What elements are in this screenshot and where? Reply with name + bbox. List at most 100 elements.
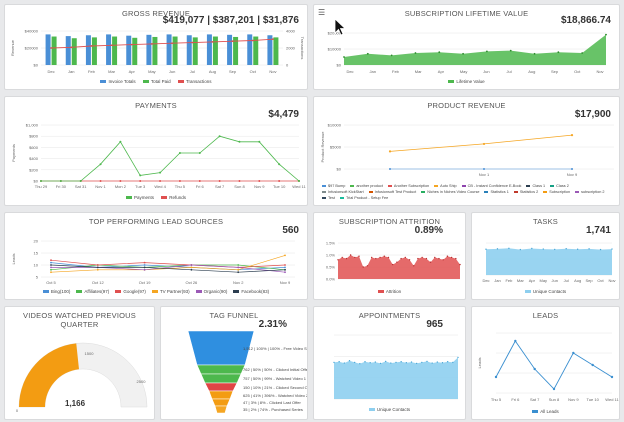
legend-item[interactable]: Facebook(83) [233,289,269,294]
tasks-panel: TASKS 1,741 Dec Jan Feb Mar Apr May Jun Jul Aug S… [471,212,620,300]
lead-source-point [237,268,240,271]
legend-label: Class 2 [556,184,569,188]
attrition-point [354,256,356,259]
appointments-point [390,362,392,364]
legend-label: Trial Product - Setup Fee [345,196,389,200]
legend-item[interactable]: Another Subscription [387,183,429,189]
legend-item[interactable]: Statistics 2 [513,189,538,195]
legend-item[interactable]: Test [322,195,335,201]
x-tick-label: Jan [370,69,376,74]
legend-item[interactable]: $97 Bump [322,183,345,189]
legend-lifetime-value[interactable]: Lifetime Value [448,79,485,84]
menu-icon[interactable]: ☰ [318,8,326,17]
legend-swatch [322,185,326,187]
legend-swatch [526,185,531,187]
legend-item[interactable]: Niches in Niches Video Course [421,189,479,195]
legend-item[interactable]: Infusionsoft Test Product [368,189,416,195]
bar-total-paid [51,36,57,65]
appointments-point [457,356,459,359]
leads-point [494,375,498,379]
legend-swatch [233,290,240,294]
y-tick-label: $0 [337,167,342,172]
x-tick-label: Oct [574,69,581,74]
x-tick-label: Tue 3 [135,184,146,189]
x-tick-label: Sun 8 [549,397,560,402]
legend-item[interactable]: TV Partner(93) [151,289,190,294]
x-tick-label: Nov 9 [567,172,578,177]
legend-item[interactable]: Class 2 [550,183,569,189]
series-point [178,180,181,182]
legend-item[interactable]: Auto Ship [434,183,457,189]
legend-item[interactable]: Statistics 1 [484,189,509,195]
y-tick-label: $10000 [328,47,342,52]
bar-invoice-totals [146,34,152,65]
legend-payments[interactable]: Payments [125,195,154,200]
x-tick-label: Thu 5 [491,397,502,402]
appointments-point [364,361,366,363]
legend-attrition[interactable]: Attrition [377,289,401,294]
appointments-point [359,363,361,365]
appointments-point [431,362,433,364]
lifetime-value-point [366,52,369,55]
legend-item[interactable]: subscription 2 [575,189,605,195]
lifetime-value-point [343,56,345,58]
legend-refunds[interactable]: Refunds [161,195,186,200]
payments-value: $4,479 [268,109,299,120]
attrition-point [413,265,415,267]
funnel-stage-label: 35 | 2% | 74% - Purchased Series [243,407,303,412]
y-tick-label: 15 [34,251,39,256]
legend-item[interactable]: Organic(90) [195,289,227,294]
leads-point [591,363,594,367]
appointments-panel: APPOINTMENTS 965 Unique Contacts [313,306,466,420]
y-tick-label: $0 [337,63,342,68]
legend-unique-contacts[interactable]: Unique Contacts [368,407,410,412]
x-tick-label: Apr [129,69,136,74]
series-point [238,180,241,182]
bar-total-paid [273,37,279,65]
funnel-stage-label: 625 | 41% | 396% - Watched Video 2 [243,392,308,398]
payments-chart: $1,000 $800 $600 $400 $200 $0 Payments Thu 29 Fr… [11,123,306,190]
legend-label: Auto Ship [440,184,457,188]
bar-total-paid [71,38,77,65]
legend-total-paid[interactable]: Total Paid [142,79,171,84]
legend-item[interactable]: Class 1 [526,183,545,189]
x-tick-label: Sat 7 [530,397,540,402]
appointments-point [421,361,423,364]
attrition-point [362,266,364,268]
x-tick-label: Feb [505,278,513,283]
legend-item[interactable]: Google(97) [115,289,146,294]
gauge-tick-label: 2500 [137,379,147,384]
x-tick-label: Wed 4 [154,184,166,189]
legend-item[interactable]: Affiliates(97) [76,289,109,294]
legend-all-leads[interactable]: All Leads [532,409,559,414]
legend-label: Class 1 [532,184,546,188]
x-tick-label: Wed 11 [292,184,306,189]
lifetime-value-point [509,49,512,52]
x-tick-label: Jun [169,69,175,74]
legend-item[interactable]: Trial Product - Setup Fee [339,195,389,201]
transactions-point [90,45,93,47]
x-tick-label: Mar [108,69,116,74]
legend-item[interactable]: another product [350,183,383,189]
legend-item[interactable]: CB - Instant Confidence E-Book [461,183,521,189]
bar-invoice-totals [186,35,192,65]
legend-item[interactable]: Infusionsoft KickStart [322,189,364,195]
lead-source-point [96,266,99,269]
appointments-point [374,361,377,363]
tasks-value: 1,741 [585,225,611,236]
transactions-point [70,46,73,49]
legend-unique-contacts[interactable]: Unique Contacts [524,289,566,294]
attrition-value: 0.89% [414,225,443,236]
lifetime-value-point [414,52,417,54]
lead-source-point [96,268,99,271]
legend-item[interactable]: Subscription [543,189,570,195]
legend-invoice-totals[interactable]: Invoice Totals [100,79,136,84]
lead-source-point [143,261,146,264]
x-tick-label: Jan [68,69,74,74]
attrition-chart: 1.5% 1.0% 0.5% 0.0% [326,241,461,282]
legend-transactions[interactable]: Transactions [177,79,212,84]
legend-label: Statistics 1 [490,190,509,194]
y-tick-label: 0 [286,63,289,68]
legend-item[interactable]: Bing(100) [42,289,70,294]
x-tick-label: Oct 12 [92,280,105,285]
